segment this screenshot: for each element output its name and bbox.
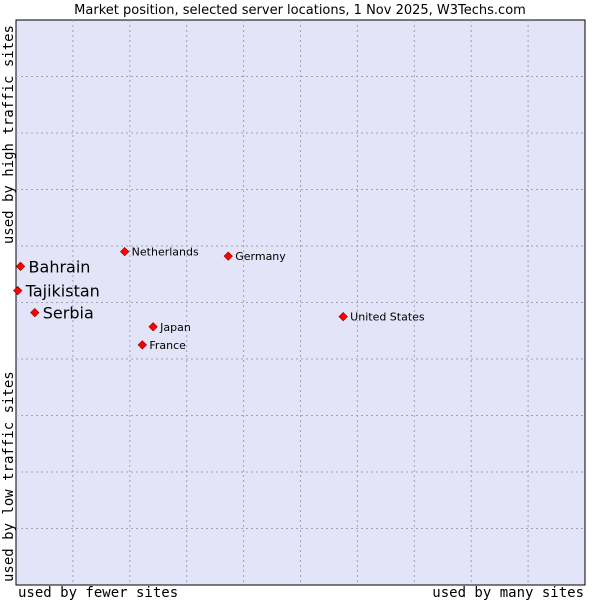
data-point-serbia [30,308,40,318]
y-axis-label-low: used by low traffic sites [1,371,17,582]
grid-lines [16,20,585,585]
data-point-tajikistan [13,286,23,296]
x-axis-label-low: used by fewer sites [18,585,178,600]
x-axis-label-high: used by many sites [432,585,584,600]
data-point-germany [223,251,233,261]
point-group-bahrain: Bahrain [15,257,91,276]
chart-title: Market position, selected server locatio… [74,3,526,18]
data-label-france: France [149,339,186,352]
data-label-bahrain: Bahrain [29,257,91,276]
point-group-netherlands: Netherlands [120,246,199,259]
y-axis-label-high: used by high traffic sites [1,25,17,244]
data-point-netherlands [120,247,130,257]
data-label-tajikistan: Tajikistan [25,282,100,301]
data-label-germany: Germany [235,250,286,263]
data-point-japan [148,322,158,332]
point-group-serbia: Serbia [30,304,94,323]
data-label-united-states: United States [350,311,425,324]
point-group-france: France [137,339,186,352]
data-label-netherlands: Netherlands [132,246,199,259]
data-point-france [137,340,147,350]
point-group-japan: Japan [148,321,191,334]
point-group-germany: Germany [223,250,286,263]
data-point-bahrain [15,261,26,271]
point-group-tajikistan: Tajikistan [13,282,100,301]
data-points: Bahrain Tajikistan Serbia Netherlands German… [13,246,425,352]
data-label-japan: Japan [159,321,191,334]
data-label-serbia: Serbia [43,304,94,323]
data-point-united-states [338,312,348,322]
point-group-united-states: United States [338,311,425,324]
